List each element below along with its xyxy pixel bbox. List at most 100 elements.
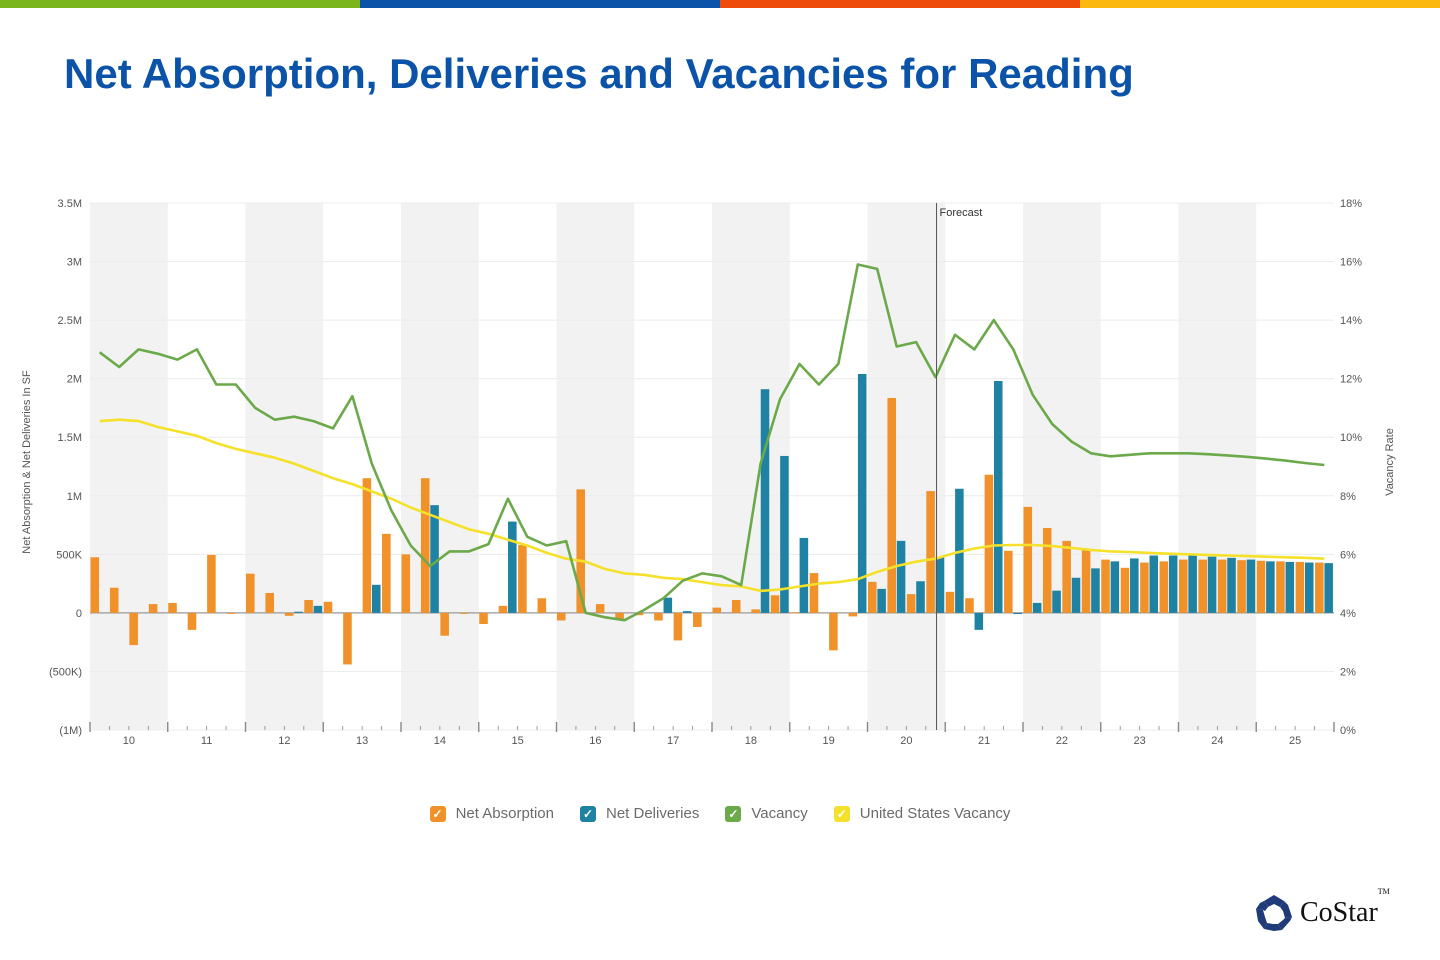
bar-net-absorption	[615, 612, 624, 620]
logo-text: CoStarTM	[1300, 887, 1390, 929]
bar-net-deliveries	[1168, 555, 1178, 613]
right-axis-tick-label: 16%	[1340, 257, 1362, 269]
bar-net-deliveries	[1013, 612, 1022, 615]
legend-item-net-absorption[interactable]: ✓ Net Absorption	[429, 805, 554, 822]
bar-net-absorption	[323, 601, 333, 613]
bar-net-absorption	[1315, 562, 1324, 613]
bar-net-deliveries	[1110, 561, 1120, 613]
bar-net-absorption	[1004, 550, 1013, 613]
bar-net-absorption	[479, 612, 488, 625]
x-axis-tick-label: 15	[512, 735, 524, 747]
checkbox-icon[interactable]: ✓	[833, 805, 850, 822]
x-axis-tick-label: 10	[123, 735, 135, 747]
left-axis-tick-label: 3.5M	[58, 198, 82, 210]
line-united-states-vacancy	[99, 418, 1325, 593]
bar-net-deliveries	[916, 581, 925, 613]
bar-net-absorption	[1295, 561, 1305, 613]
bar-net-absorption	[518, 544, 527, 613]
page-title: Net Absorption, Deliveries and Vacancies…	[64, 50, 1134, 97]
bar-net-deliveries	[857, 373, 867, 613]
x-axis-tick-label: 16	[589, 735, 601, 747]
bar-net-deliveries	[294, 611, 303, 613]
top-bar-yellow	[1080, 0, 1440, 8]
bar-net-deliveries	[1032, 602, 1042, 613]
bar-net-absorption	[965, 598, 974, 613]
legend-item-net-deliveries[interactable]: ✓ Net Deliveries	[579, 805, 699, 822]
left-axis-tick-label: 1.5M	[58, 432, 82, 444]
chart: 3.5M 3M 2.5M 2M 1.5M 1M 500K 0 (500K) (1M) 18% 16%…	[0, 160, 1440, 860]
year-band	[867, 203, 946, 730]
legend-item-us-vacancy[interactable]: ✓ United States Vacancy	[833, 805, 1011, 822]
line-vacancy	[98, 263, 1325, 622]
right-axis-tick-label: 14%	[1340, 315, 1362, 327]
bar-net-absorption	[712, 607, 722, 613]
right-axis-tick-label: 6%	[1340, 549, 1356, 561]
bar-net-deliveries	[663, 597, 673, 613]
bar-net-deliveries	[1304, 562, 1314, 613]
chart-legend: ✓ Net Absorption ✓ Net Deliveries ✓ Vaca…	[0, 805, 1440, 822]
right-axis-tick-label: 18%	[1340, 198, 1362, 210]
bar-net-absorption	[1101, 559, 1110, 613]
bar-net-deliveries	[430, 505, 439, 613]
lines	[98, 263, 1325, 622]
bar-net-deliveries	[1246, 559, 1256, 613]
bar-net-deliveries	[1149, 555, 1159, 613]
left-axis-tick-label: 2.5M	[58, 315, 82, 327]
bar-net-absorption	[595, 604, 605, 613]
year-band	[712, 203, 790, 730]
bar-net-absorption	[1256, 560, 1266, 613]
x-axis-tick-label: 13	[356, 735, 368, 747]
bar-net-absorption	[284, 612, 294, 616]
top-bar-orange	[720, 0, 1080, 8]
legend-label: United States Vacancy	[859, 805, 1011, 822]
bar-net-absorption	[557, 612, 566, 621]
year-band	[1023, 203, 1101, 730]
bar-net-absorption	[1237, 560, 1246, 613]
bar-net-deliveries	[877, 588, 886, 613]
bar-net-absorption	[1140, 562, 1149, 613]
left-axis-tick-label: 0	[76, 608, 82, 620]
combo-chart-svg: 3.5M 3M 2.5M 2M 1.5M 1M 500K 0 (500K) (1M) 18% 16%…	[21, 198, 1396, 747]
bar-net-deliveries	[799, 537, 809, 613]
legend-label: Vacancy	[751, 805, 808, 822]
checkbox-icon[interactable]: ✓	[429, 805, 446, 822]
bar-net-absorption	[109, 587, 119, 613]
bar-net-absorption	[343, 612, 352, 665]
right-axis-tick-label: 10%	[1340, 432, 1362, 444]
left-axis-tick-label: (500K)	[49, 666, 82, 678]
bar-net-deliveries	[371, 584, 381, 613]
costar-star-icon	[1256, 895, 1292, 931]
bar-net-deliveries	[1052, 590, 1061, 613]
x-axis-tick-label: 25	[1289, 735, 1301, 747]
bar-net-absorption	[770, 595, 780, 613]
bar-net-deliveries	[1227, 557, 1236, 613]
year-band	[1178, 203, 1257, 730]
left-axis-tick-label: 1M	[67, 491, 82, 503]
bar-net-deliveries	[1324, 563, 1333, 613]
right-axis-tick-label: 2%	[1340, 666, 1356, 678]
bar-net-absorption	[654, 612, 663, 621]
left-axis-ticks: 3.5M 3M 2.5M 2M 1.5M 1M 500K 0 (500K) (1M)	[49, 198, 83, 737]
legend-item-vacancy[interactable]: ✓ Vacancy	[725, 805, 808, 822]
x-axis: 10 11 12 13 14 15 16 17 18 19 20 21 22 23 24 25	[89, 722, 1335, 747]
bar-net-deliveries	[1091, 568, 1100, 613]
bar-net-deliveries	[313, 605, 323, 613]
bar-net-absorption	[848, 612, 858, 617]
x-axis-tick-label: 19	[823, 735, 835, 747]
x-axis-tick-label: 22	[1056, 735, 1068, 747]
bar-net-absorption	[1023, 506, 1033, 613]
right-axis-label: Vacancy Rate	[1384, 428, 1396, 496]
year-band	[556, 203, 635, 730]
bar-net-absorption	[673, 612, 683, 641]
checkbox-icon[interactable]: ✓	[725, 805, 742, 822]
x-axis-tick-label: 24	[1211, 735, 1223, 747]
bar-net-absorption	[1217, 559, 1227, 613]
bar-net-absorption	[1081, 548, 1091, 613]
x-axis-tick-label: 23	[1134, 735, 1146, 747]
checkbox-icon[interactable]: ✓	[579, 805, 596, 822]
bar-net-absorption	[440, 612, 449, 636]
year-band	[90, 203, 168, 730]
year-band	[401, 203, 479, 730]
bar-net-absorption	[1120, 567, 1130, 613]
forecast-marker: Forecast	[936, 203, 982, 730]
